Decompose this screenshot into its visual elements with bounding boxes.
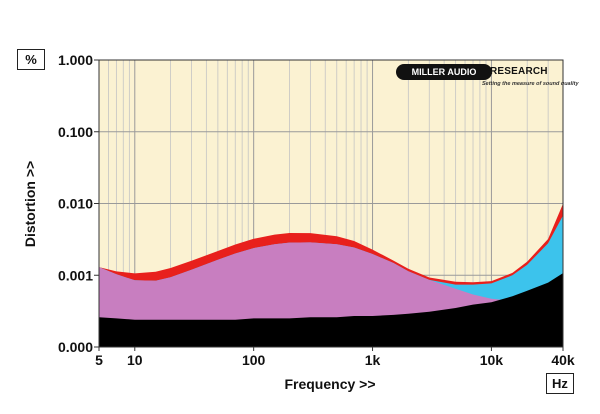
x-unit-box: Hz [546,373,574,394]
x-axis-label: Frequency >> [284,376,375,392]
brand-name-left: MILLER AUDIO [396,64,492,80]
y-axis-label: Distortion >> [22,161,38,247]
x-tick-label: 10 [127,352,143,368]
y-tick-label: 0.010 [58,196,93,212]
y-tick-label: 0.000 [58,339,93,355]
brand-logo: MILLER AUDIO RESEARCH Setting the measur… [396,62,579,94]
brand-tagline: Setting the measure of sound quality [482,81,579,87]
x-tick-label: 5 [95,352,103,368]
y-axis-ticks: 1.000 0.100 0.010 0.001 0.000 [58,52,99,355]
x-axis-ticks: 5 10 100 1k 10k 40k [95,347,575,368]
x-tick-label: 1k [365,352,381,368]
x-tick-label: 100 [242,352,266,368]
brand-name-right: RESEARCH [490,66,548,77]
y-tick-label: 0.001 [58,267,93,283]
series-area-4 [99,273,563,347]
y-unit-box: % [17,49,45,70]
y-tick-label: 1.000 [58,52,93,68]
x-tick-label: 10k [480,352,504,368]
y-tick-label: 0.100 [58,124,93,140]
series-areas [99,203,563,347]
x-tick-label: 40k [551,352,575,368]
